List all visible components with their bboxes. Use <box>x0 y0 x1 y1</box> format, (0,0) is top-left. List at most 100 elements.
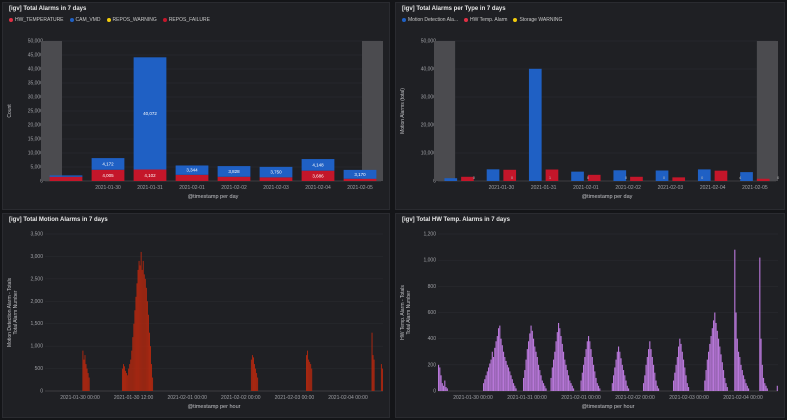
y-axis-title: Total Alarm Number <box>406 290 412 334</box>
bar <box>217 176 251 181</box>
chart-motion-alarms[interactable]: 0 500 1,000 1,500 2,000 2,500 3,000 3,500 @times… <box>3 214 390 418</box>
bar <box>589 341 591 391</box>
bar <box>724 377 726 391</box>
bar <box>763 377 765 391</box>
bar <box>648 349 650 391</box>
bar <box>309 361 311 391</box>
bar <box>675 364 677 391</box>
bar <box>743 375 745 391</box>
bar <box>526 349 528 391</box>
y-tick-label: 0 <box>433 179 436 185</box>
bar-value-label: 4,148 <box>312 162 324 167</box>
bar <box>515 388 517 391</box>
y-tick-label: 50,000 <box>421 39 437 45</box>
bar <box>676 356 678 391</box>
bar <box>611 383 613 391</box>
bar <box>441 383 443 391</box>
bar-value-label: 3,344 <box>186 168 198 173</box>
panel-title: [igv] Total Motion Alarms in 7 days <box>9 217 108 223</box>
bar <box>711 328 713 391</box>
zero-value-label: 0 <box>511 175 514 180</box>
y-axis-title: Motion Detection Alarm - Totals <box>7 277 13 347</box>
legend-dot <box>162 18 167 22</box>
chart-total-alarms[interactable]: 0 5,000 10,000 15,000 20,000 25,000 30,000 35,0… <box>3 3 390 210</box>
bar <box>175 165 209 175</box>
bar <box>545 169 559 181</box>
legend-item-hw-temperature[interactable]: HW_TEMPERATURE <box>9 17 64 23</box>
y-tick-label: 2,500 <box>30 276 43 282</box>
bar <box>140 251 142 391</box>
bar <box>748 388 750 391</box>
bar <box>311 368 313 391</box>
bar <box>560 336 562 391</box>
partial-day-bar <box>362 41 383 181</box>
y-tick-label: 40,000 <box>28 67 44 73</box>
bar <box>720 354 722 391</box>
bar <box>256 373 258 391</box>
legend-item-storage-warning[interactable]: Storage WARNING <box>513 17 562 23</box>
bar <box>583 364 585 391</box>
legend-dot <box>402 18 406 22</box>
bar <box>599 388 601 391</box>
legend-item-hw-temp-alarm[interactable]: HW Temp. Alarm <box>464 17 507 23</box>
y-tick-label: 1,200 <box>423 232 436 238</box>
bar <box>503 351 505 391</box>
bar <box>91 169 125 181</box>
y-axis-title: HW Temp. Alarm - Totals <box>400 285 406 340</box>
x-tick-label: 2021-01-30 <box>489 185 515 191</box>
bar-value-label: 3,686 <box>312 173 324 178</box>
bar <box>443 385 445 391</box>
bar <box>544 385 546 391</box>
zero-value-label: 0 <box>777 175 780 180</box>
legend-item-motion-detection[interactable]: Motion Detection Ala... <box>402 17 458 23</box>
y-tick-label: 3,000 <box>30 254 43 260</box>
bar <box>134 310 136 391</box>
bar <box>556 332 558 391</box>
bar <box>253 357 254 391</box>
bar <box>259 177 293 181</box>
zero-value-label: 0 <box>587 175 590 180</box>
x-tick-label: 2021-02-04 <box>700 185 726 191</box>
bar <box>655 380 657 391</box>
bar <box>486 169 500 181</box>
bar <box>643 383 645 391</box>
legend-item-repos-warning[interactable]: REPOS_WARNING <box>106 17 157 23</box>
bar <box>138 260 140 391</box>
bar <box>444 178 458 181</box>
chart-hw-temp-alarms[interactable]: 0 200 400 600 800 1,000 1,200 @timestamp per ho… <box>396 214 785 418</box>
x-tick-label: 2021-02-02 <box>615 185 641 191</box>
bar <box>714 170 728 181</box>
bar <box>596 383 598 391</box>
bar <box>683 359 685 391</box>
bar <box>128 368 130 391</box>
chart-alarms-per-type[interactable]: 0 10,000 20,000 30,000 40,000 50,000 @timestam… <box>396 3 785 210</box>
zero-value-label: 0 <box>473 175 476 180</box>
bar <box>486 371 488 391</box>
panel-total-alarms: [igv] Total Alarms in 7 days HW_TEMPERAT… <box>2 2 390 210</box>
legend-dot <box>69 18 74 22</box>
bar <box>152 377 154 391</box>
bar <box>716 330 718 391</box>
bar <box>373 359 375 391</box>
bar <box>143 274 145 391</box>
y-tick-label: 3,500 <box>30 232 43 238</box>
legend-item-repos-failure[interactable]: REPOS_FAILURE <box>162 17 210 23</box>
bar <box>618 346 620 391</box>
bar-value-label: 40,072 <box>143 111 157 116</box>
x-tick-label: 2021-02-01 00:00 <box>561 395 601 401</box>
x-tick-label: 2021-02-04 00:00 <box>328 395 368 401</box>
x-tick-label: 2021-02-03 00:00 <box>275 395 315 401</box>
bar <box>126 373 128 391</box>
y-tick-label: 1,000 <box>30 344 43 350</box>
bar <box>738 351 740 391</box>
bar <box>719 346 721 391</box>
legend-item-cam-vmd[interactable]: CAM_VMD <box>69 17 101 23</box>
bar <box>680 343 682 391</box>
bar <box>136 283 138 391</box>
bar <box>650 349 652 391</box>
bar <box>721 362 723 391</box>
bar <box>651 356 653 391</box>
bar <box>734 249 736 391</box>
bar-value-label: 3,828 <box>228 169 240 174</box>
x-tick-label: 2021-02-04 <box>305 185 331 191</box>
